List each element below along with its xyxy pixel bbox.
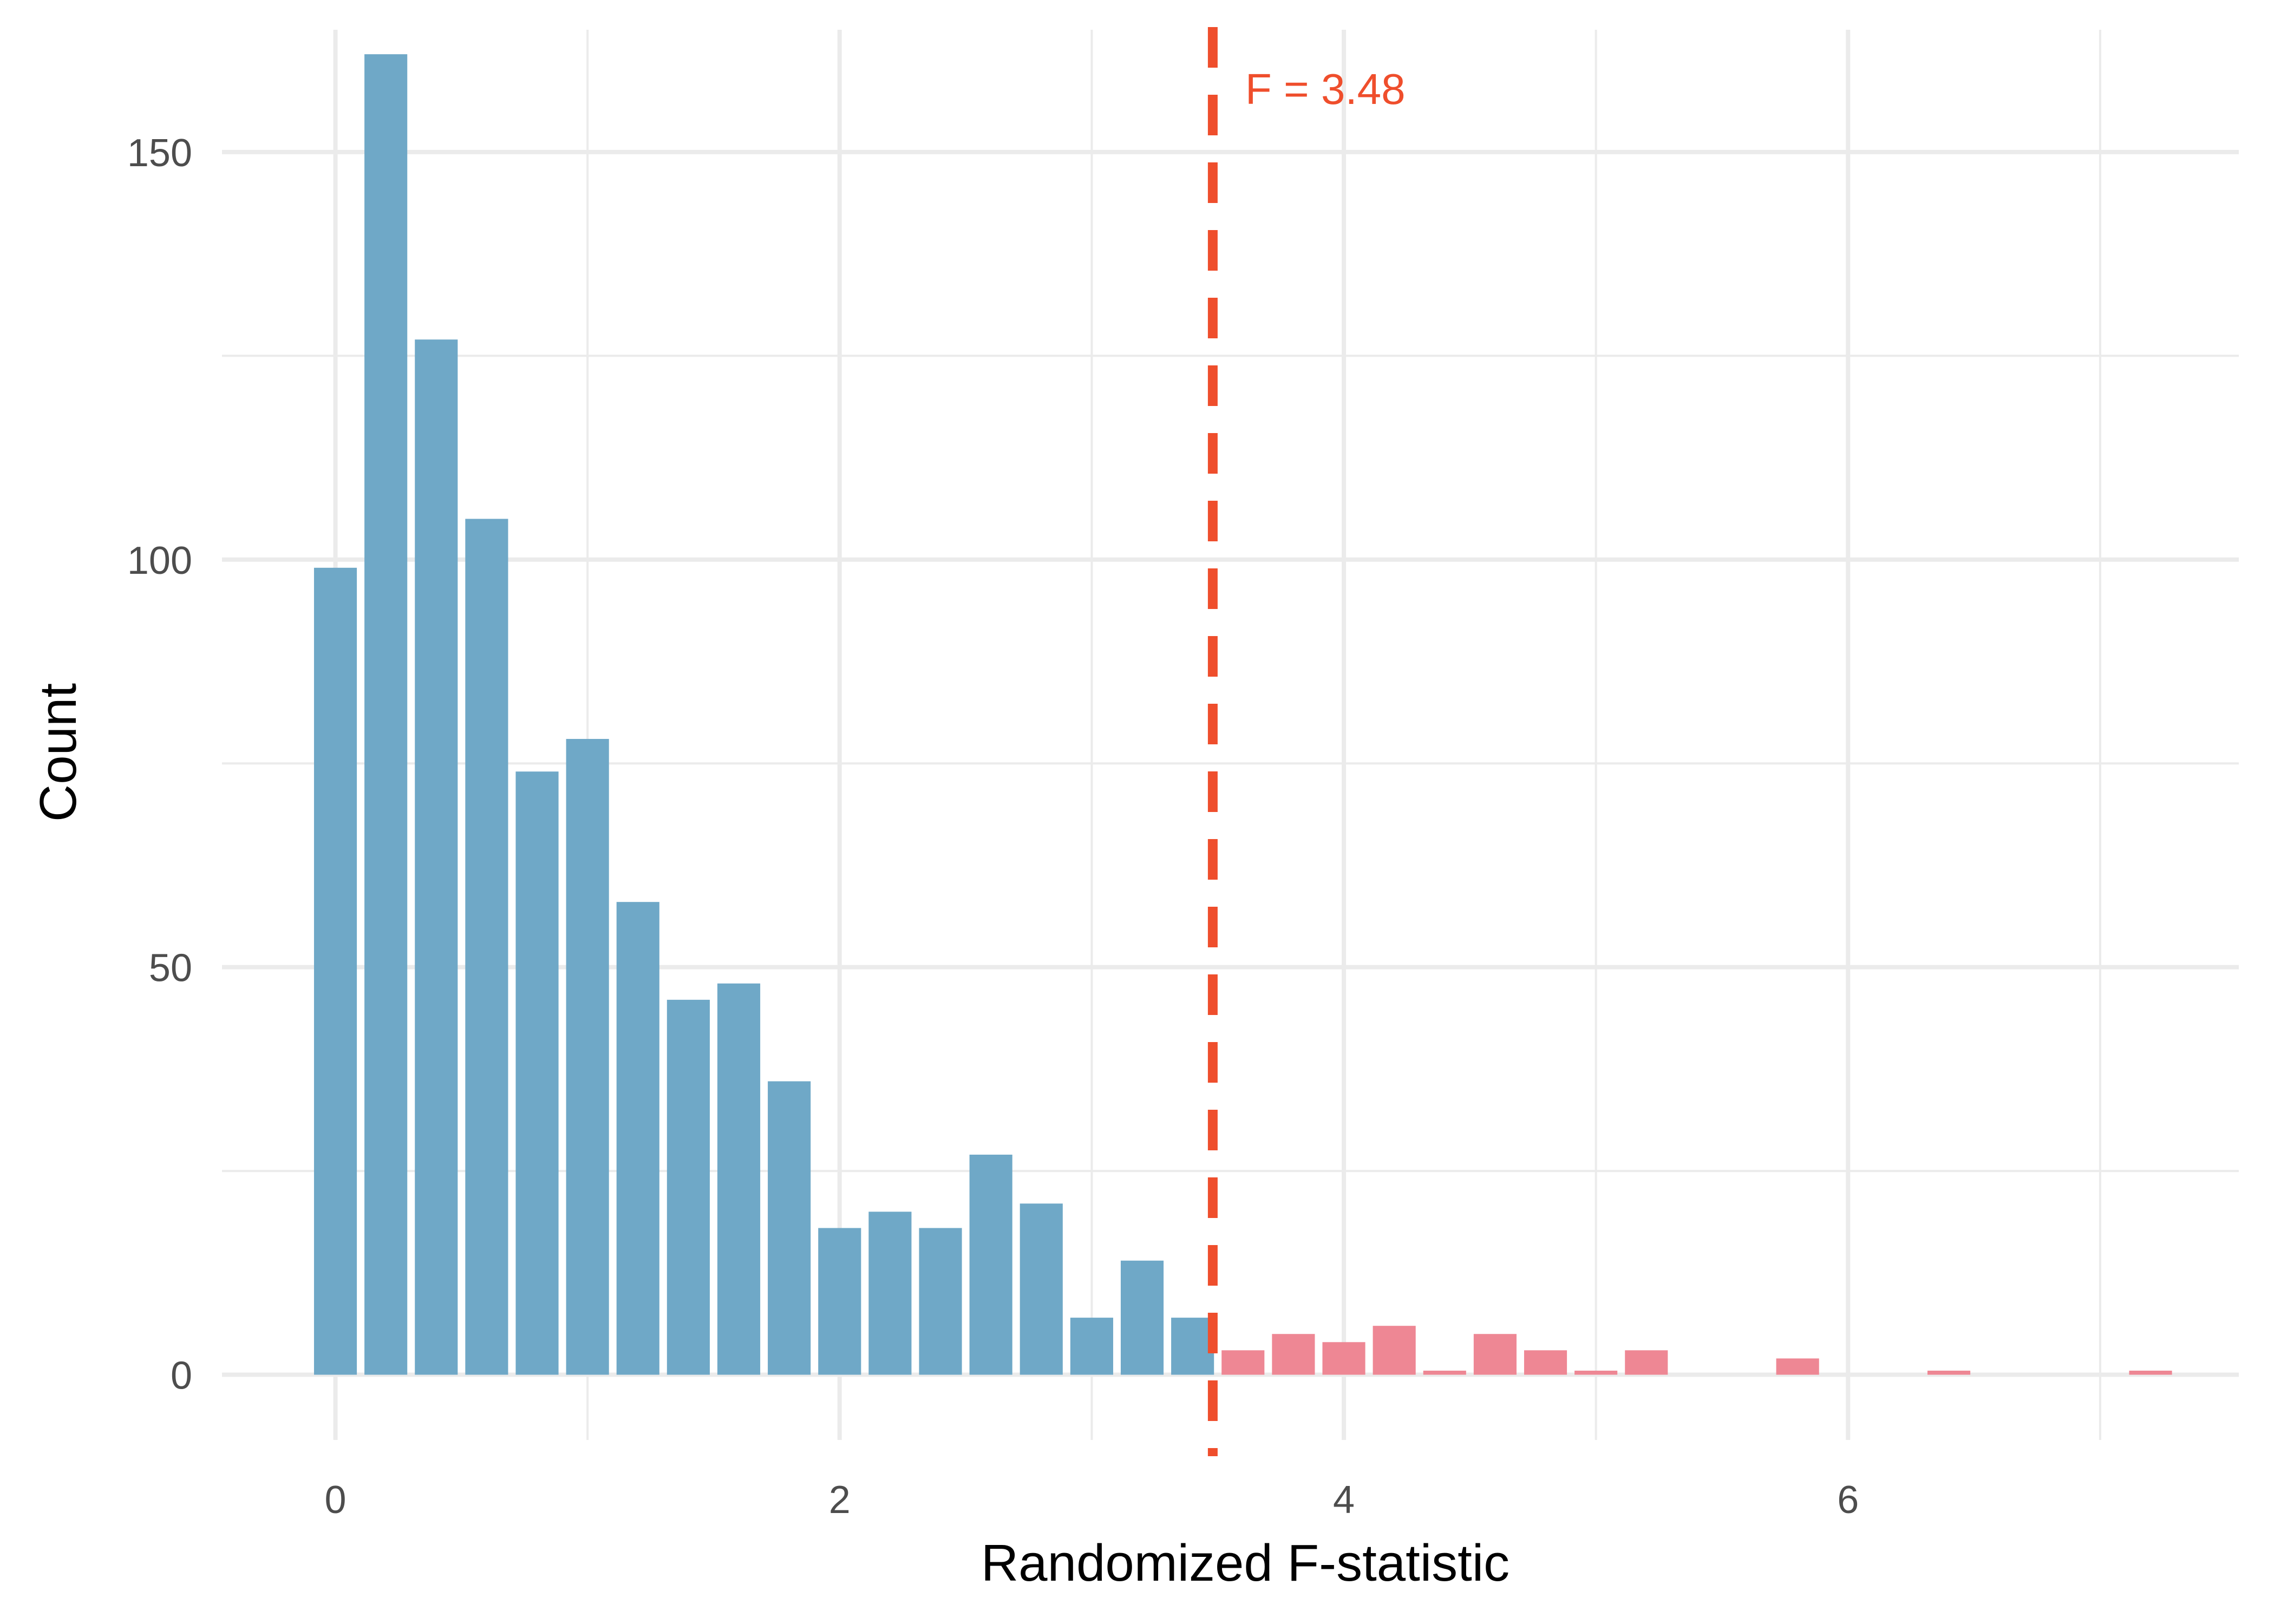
x-tick-label: 4 [1333, 1478, 1355, 1522]
y-axis-title: Count [29, 683, 87, 822]
histogram-bar [1524, 1350, 1567, 1375]
histogram-bar [1574, 1371, 1618, 1375]
histogram-bar [566, 739, 609, 1375]
histogram-bar [818, 1228, 861, 1375]
x-tick-label: 6 [1837, 1478, 1859, 1522]
x-tick-label: 0 [325, 1478, 347, 1522]
histogram-bars [313, 54, 2172, 1375]
histogram-bar [1171, 1318, 1214, 1375]
histogram-bar [1020, 1203, 1063, 1375]
threshold-marker: F = 3.48 [1207, 27, 1406, 1456]
histogram-bar [415, 339, 458, 1375]
histogram-bar [1373, 1326, 1416, 1375]
x-tick-label: 2 [829, 1478, 851, 1522]
y-tick-label: 0 [171, 1354, 192, 1398]
tick-labels: 0 2 4 6 0 50 100 150 [127, 132, 1859, 1522]
histogram-bar [919, 1228, 962, 1375]
histogram-bar [1272, 1334, 1315, 1375]
histogram-bar [666, 999, 710, 1375]
histogram-bar [1927, 1371, 1971, 1375]
threshold-label: F = 3.48 [1245, 65, 1406, 113]
histogram-bar [1473, 1334, 1517, 1375]
histogram-bar [768, 1081, 811, 1375]
histogram-bar [313, 567, 357, 1375]
histogram-bar [717, 983, 761, 1375]
histogram-bar [515, 771, 559, 1375]
y-tick-label: 50 [149, 947, 192, 990]
histogram-bar [465, 519, 508, 1375]
histogram-bar [364, 54, 408, 1375]
histogram-bar [616, 902, 659, 1375]
histogram-bar [969, 1154, 1012, 1375]
histogram-bar [1221, 1350, 1265, 1375]
histogram-bar [1070, 1318, 1113, 1375]
histogram-bar [1776, 1358, 1819, 1375]
histogram-bar [2129, 1371, 2172, 1375]
histogram-bar [1322, 1342, 1365, 1375]
histogram-bar [1423, 1371, 1466, 1375]
histogram-bar [1120, 1260, 1164, 1375]
y-tick-label: 150 [127, 132, 192, 175]
x-axis-title: Randomized F-statistic [981, 1534, 1510, 1592]
histogram-bar [1625, 1350, 1668, 1375]
y-tick-label: 100 [127, 539, 192, 582]
histogram-bar [868, 1212, 912, 1375]
